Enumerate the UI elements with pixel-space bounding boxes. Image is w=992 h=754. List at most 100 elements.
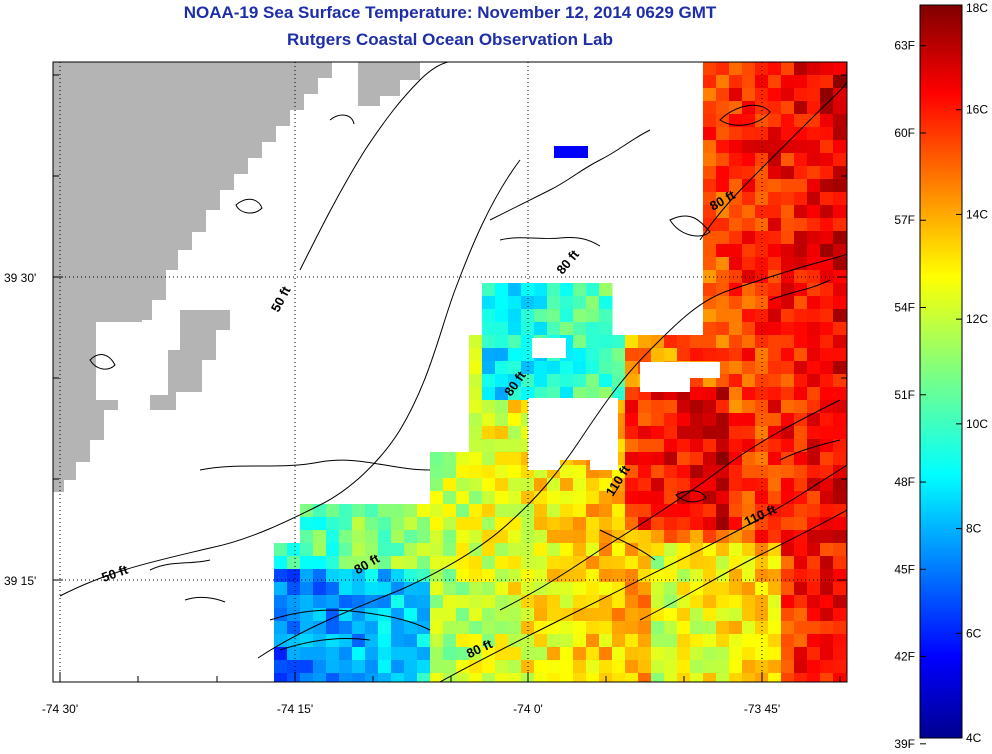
sst-pixel [469,504,483,518]
sst-pixel [482,608,496,622]
sst-pixel [768,361,782,375]
sst-pixel [781,556,795,570]
sst-pixel [820,673,834,682]
sst-pixel [833,153,847,167]
sst-pixel [781,244,795,258]
sst-pixel [430,504,444,518]
sst-pixel [573,582,587,596]
sst-pixel [833,530,847,544]
sst-pixel [547,595,561,609]
sst-pixel [781,348,795,362]
sst-pixel [508,400,522,414]
sst-pixel [846,166,847,180]
sst-pixel [495,400,509,414]
sst-pixel [833,166,847,180]
sst-pixel [651,426,665,440]
sst-pixel [482,569,496,583]
sst-pixel [820,647,834,661]
sst-pixel [716,348,730,362]
sst-pixel [547,543,561,557]
sst-pixel [677,530,691,544]
sst-pixel [313,504,327,518]
sst-pixel [703,179,717,193]
sst-pixel [443,465,457,479]
sst-pixel [807,582,821,596]
sst-pixel [755,439,769,453]
sst-pixel [495,296,509,310]
sst-pixel [651,465,665,479]
sst-pixel [742,101,756,115]
sst-pixel [417,673,431,682]
sst-pixel [846,244,847,258]
sst-pixel [560,660,574,674]
sst-pixel [755,283,769,297]
sst-pixel [534,660,548,674]
sst-pixel [573,309,587,323]
sst-pixel [833,127,847,141]
sst-pixel [690,530,704,544]
sst-pixel [469,439,483,453]
sst-pixel [807,439,821,453]
sst-pixel [625,335,639,349]
sst-pixel [716,543,730,557]
sst-pixel [612,335,626,349]
sst-pixel [378,582,392,596]
sst-pixel [742,218,756,232]
sst-pixel [430,569,444,583]
land-area [96,322,150,400]
sst-pixel [690,400,704,414]
sst-pixel [755,491,769,505]
sst-pixel [326,582,340,596]
sst-pixel [716,439,730,453]
sst-pixel [599,504,613,518]
sst-pixel [599,322,613,336]
sst-pixel [755,75,769,89]
sst-pixel [469,387,483,401]
sst-pixel [781,114,795,128]
sst-pixel [690,348,704,362]
sst-pixel [287,608,301,622]
sst-pixel [768,647,782,661]
sst-pixel [833,335,847,349]
sst-pixel [781,621,795,635]
sst-pixel [456,634,470,648]
sst-pixel [638,595,652,609]
sst-pixel [651,491,665,505]
sst-pixel [794,166,808,180]
sst-pixel [729,62,743,76]
sst-pixel [508,491,522,505]
sst-pixel [443,582,457,596]
sst-pixel [807,88,821,102]
sst-pixel [508,374,522,388]
sst-pixel [807,660,821,674]
sst-pixel [391,634,405,648]
sst-pixel [274,647,288,661]
sst-pixel [339,621,353,635]
sst-pixel [560,322,574,336]
sst-pixel [846,530,847,544]
sst-pixel [807,283,821,297]
sst-pixel [508,621,522,635]
sst-pixel [716,296,730,310]
sst-pixel [716,452,730,466]
sst-pixel [443,673,457,682]
sst-pixel [560,309,574,323]
plot-frame [52,61,848,683]
sst-pixel [716,556,730,570]
sst-pixel [482,465,496,479]
sst-pixel [703,595,717,609]
sst-pixel [833,205,847,219]
sst-pixel [495,478,509,492]
sst-pixel [833,660,847,674]
sst-pixel [469,361,483,375]
sst-pixel [794,439,808,453]
sst-pixel [456,582,470,596]
sst-pixel [690,517,704,531]
x-tick-label: -74 15' [277,702,313,716]
sst-pixel [586,634,600,648]
sst-pixel [755,153,769,167]
sst-pixel [716,153,730,167]
sst-pixel [768,517,782,531]
sst-pixel [495,530,509,544]
sst-pixel [716,140,730,154]
